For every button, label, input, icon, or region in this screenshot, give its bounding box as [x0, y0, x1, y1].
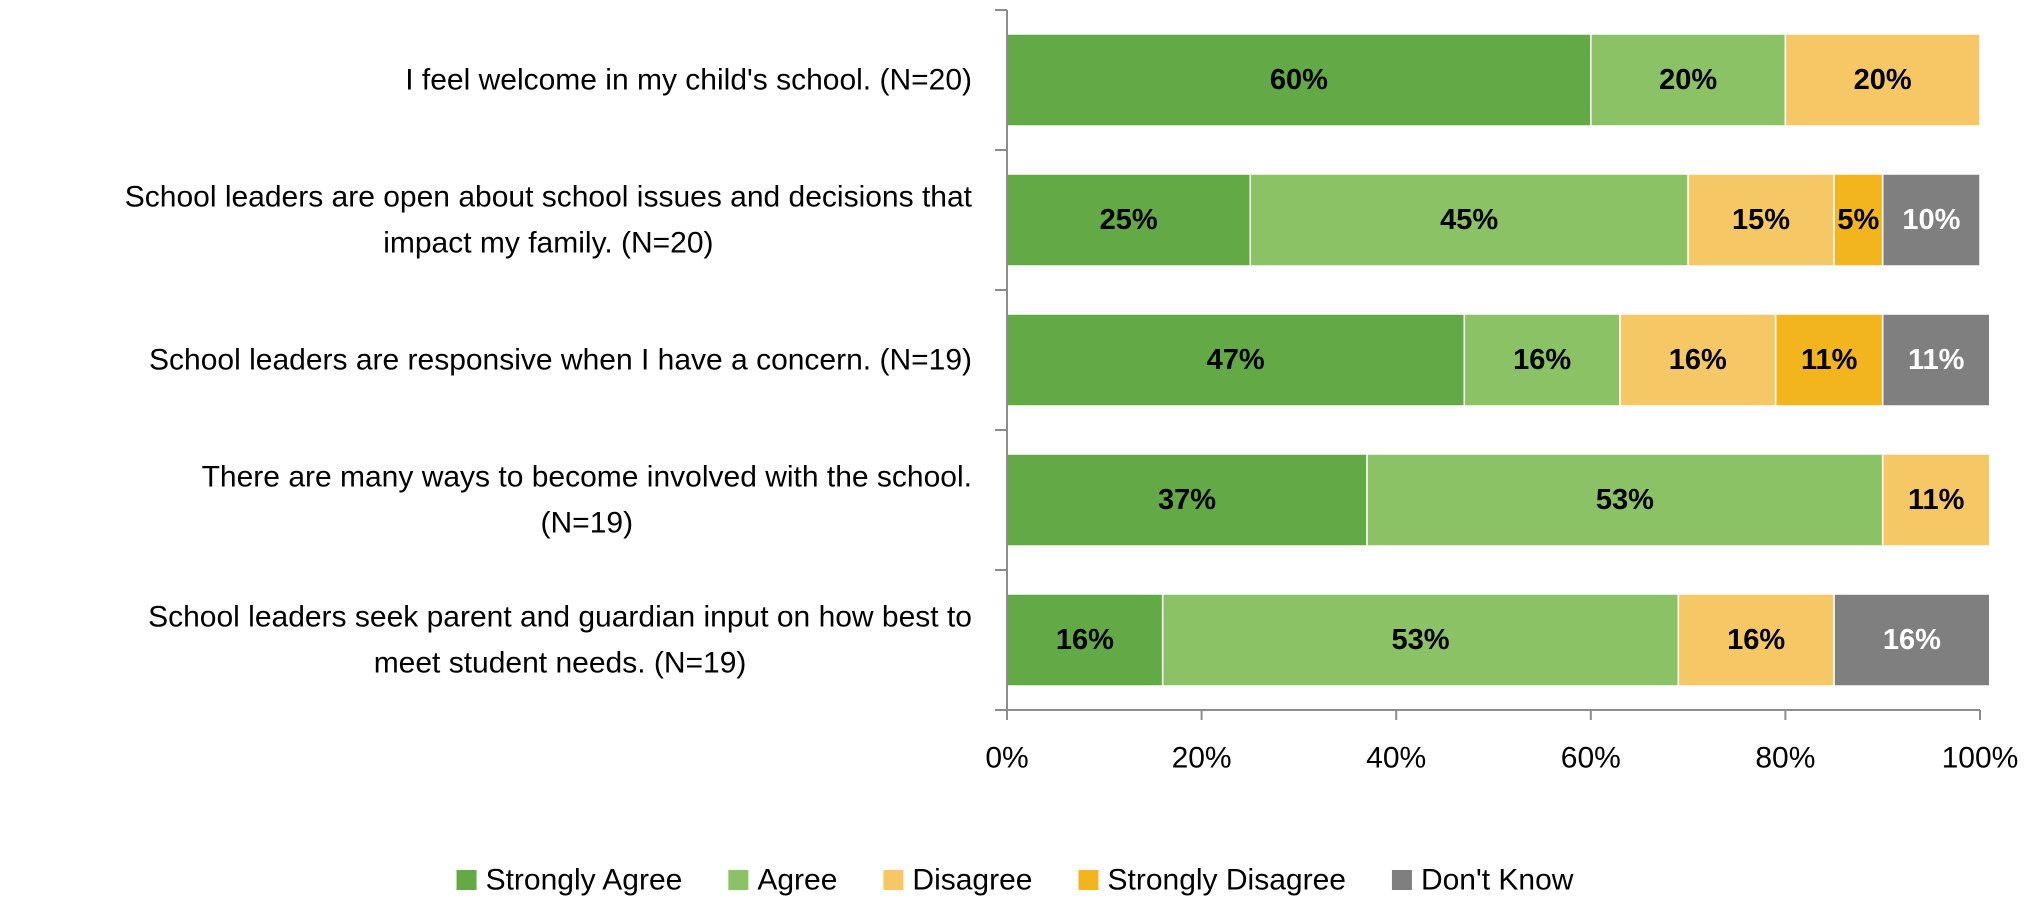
- bar-segment: [1881, 313, 1991, 407]
- category-label-line: There are many ways to become involved w…: [202, 461, 972, 494]
- bar-segment: [1881, 453, 1991, 547]
- category-label-line: impact my family. (N=20): [383, 227, 713, 260]
- data-label: 11%: [1908, 344, 1965, 376]
- bar-segment: [1161, 593, 1680, 687]
- legend-swatch: [883, 870, 904, 890]
- bar-segment: [1687, 173, 1835, 267]
- data-label: 20%: [1854, 64, 1912, 96]
- data-label: 16%: [1513, 344, 1571, 376]
- legend-label: Agree: [757, 864, 837, 897]
- x-tick-label: 20%: [1172, 742, 1232, 775]
- data-label: 16%: [1727, 624, 1785, 656]
- x-tick-label: 40%: [1366, 742, 1426, 775]
- data-label: 45%: [1440, 204, 1498, 236]
- data-label: 53%: [1596, 484, 1654, 516]
- data-label: 16%: [1056, 624, 1114, 656]
- category-label: There are many ways to become involved w…: [202, 461, 972, 540]
- category-label: I feel welcome in my child's school. (N=…: [405, 64, 972, 97]
- data-label: 20%: [1659, 64, 1717, 96]
- data-label: 16%: [1883, 624, 1941, 656]
- legend-swatch: [728, 870, 749, 890]
- category-label: School leaders are open about school iss…: [125, 181, 973, 260]
- x-tick-label: 80%: [1755, 742, 1815, 775]
- data-label: 11%: [1908, 484, 1965, 516]
- data-label: 60%: [1270, 64, 1328, 96]
- legend-label: Don't Know: [1421, 864, 1574, 897]
- data-label: 5%: [1837, 204, 1879, 236]
- legend-swatch: [1391, 870, 1412, 890]
- data-label: 10%: [1902, 204, 1960, 236]
- category-label-line: School leaders are open about school iss…: [125, 181, 973, 214]
- bar-segment: [1006, 453, 1368, 547]
- legend-swatch: [1078, 870, 1099, 890]
- bar-segment: [1881, 173, 1981, 267]
- category-label: School leaders seek parent and guardian …: [148, 601, 972, 680]
- legend-label: Strongly Disagree: [1107, 864, 1345, 897]
- bar-segment: [1590, 33, 1787, 127]
- data-label: 47%: [1207, 344, 1265, 376]
- category-label: School leaders are responsive when I hav…: [149, 344, 972, 377]
- data-label: 25%: [1100, 204, 1158, 236]
- bar-segment: [1006, 173, 1251, 267]
- bar-segment: [1463, 313, 1621, 407]
- category-label-line: School leaders seek parent and guardian …: [148, 601, 972, 634]
- legend-label: Disagree: [912, 864, 1032, 897]
- bar-segment: [1366, 453, 1884, 547]
- legend-label: Strongly Agree: [486, 864, 683, 897]
- category-label-line: (N=19): [541, 507, 634, 540]
- bar-segment: [1833, 593, 1991, 687]
- data-label: 15%: [1732, 204, 1790, 236]
- bar-segment: [1677, 593, 1835, 687]
- x-tick-label: 60%: [1561, 742, 1621, 775]
- bar-segment: [1774, 313, 1884, 407]
- data-label: 11%: [1801, 344, 1858, 376]
- category-label-line: meet student needs. (N=19): [374, 647, 747, 680]
- legend-swatch: [456, 870, 477, 890]
- bar-segment: [1006, 33, 1592, 127]
- data-label: 37%: [1158, 484, 1216, 516]
- data-label: 16%: [1669, 344, 1727, 376]
- bar-segment: [1784, 33, 1981, 127]
- data-label: 53%: [1392, 624, 1450, 656]
- x-tick-label: 100%: [1942, 742, 2019, 775]
- bar-segment: [1249, 173, 1689, 267]
- x-tick-label: 0%: [985, 742, 1028, 775]
- bar-segment: [1833, 173, 1884, 267]
